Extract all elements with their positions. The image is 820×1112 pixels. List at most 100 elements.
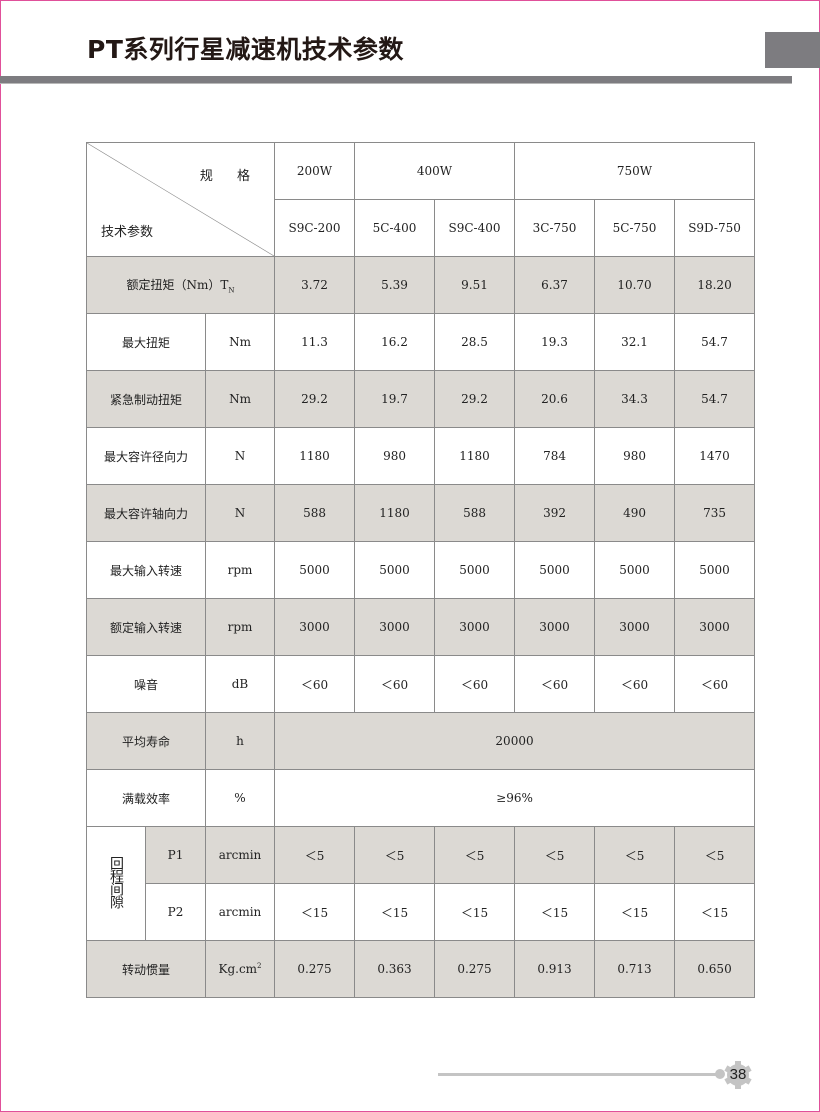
cell: 34.3 [594, 370, 676, 428]
cell: 1180 [434, 427, 516, 485]
cell: 16.2 [354, 313, 436, 371]
table-row: 最大扭矩 Nm 11.3 16.2 28.5 19.3 32.1 54.7 [86, 313, 756, 371]
unit: arcmin [204, 883, 276, 941]
cell: 490 [594, 484, 676, 542]
row-label: 紧急制动扭矩 [86, 370, 206, 428]
cell: 0.913 [514, 940, 596, 998]
diagonal-header-cell: 规 格 技术参数 [85, 142, 276, 257]
cell: 980 [354, 427, 436, 485]
cell: 3000 [434, 598, 516, 656]
unit: Kg.cm2 [204, 940, 276, 998]
cell: 5000 [594, 541, 676, 599]
section-tab-marker [765, 32, 820, 68]
model-header: S9D-750 [674, 199, 756, 257]
cell: 0.275 [274, 940, 356, 998]
model-header: 5C-400 [354, 199, 436, 257]
cell: 392 [514, 484, 596, 542]
table-row: 紧急制动扭矩 Nm 29.2 19.7 29.2 20.6 34.3 54.7 [86, 370, 756, 428]
cell: 980 [594, 427, 676, 485]
cell: ＜15 [274, 883, 356, 941]
page-number-badge: 38 [723, 1060, 753, 1090]
row-label: 最大容许轴向力 [86, 484, 206, 542]
power-750w: 750W [514, 142, 756, 200]
table-row: 最大容许轴向力 N 588 1180 588 392 490 735 [86, 484, 756, 542]
cell: 54.7 [674, 313, 756, 371]
row-label: 最大容许径向力 [86, 427, 206, 485]
unit: dB [204, 655, 276, 713]
page-title: PT系列行星减速机技术参数 [87, 35, 404, 64]
row-label: 满载效率 [86, 769, 206, 827]
cell: 32.1 [594, 313, 676, 371]
cell: 1180 [274, 427, 356, 485]
table-row: 最大容许径向力 N 1180 980 1180 784 980 1470 [86, 427, 756, 485]
model-header: S9C-200 [274, 199, 356, 257]
unit: rpm [204, 598, 276, 656]
cell: 19.3 [514, 313, 596, 371]
cell: 0.650 [674, 940, 756, 998]
cell: ＜60 [674, 655, 756, 713]
cell: 20000 [274, 712, 756, 770]
model-header: S9C-400 [434, 199, 516, 257]
cell: 54.7 [674, 370, 756, 428]
unit: N [204, 484, 276, 542]
cell: 588 [274, 484, 356, 542]
table-row: 额定输入转速 rpm 3000 3000 3000 3000 3000 3000 [86, 598, 756, 656]
power-400w: 400W [354, 142, 516, 200]
spec-table: 规 格 技术参数 200W 400W 750W S9C-200 5C-400 S9C… [85, 142, 756, 998]
backlash-label: 回程间隙 [86, 826, 146, 941]
cell: ＜15 [674, 883, 756, 941]
row-label: 最大扭矩 [86, 313, 206, 371]
unit: h [204, 712, 276, 770]
cell: 5000 [674, 541, 756, 599]
model-header: 5C-750 [594, 199, 676, 257]
unit: arcmin [204, 826, 276, 884]
table-row-inertia: 转动惯量 Kg.cm2 0.275 0.363 0.275 0.913 0.713 0.6… [86, 940, 756, 998]
unit: Nm [204, 370, 276, 428]
cell: 3000 [674, 598, 756, 656]
cell: ＜15 [354, 883, 436, 941]
cell: 784 [514, 427, 596, 485]
cell: 1470 [674, 427, 756, 485]
cell: 5000 [434, 541, 516, 599]
cell: ＜15 [434, 883, 516, 941]
cell: ＜60 [354, 655, 436, 713]
cell: ＜60 [594, 655, 676, 713]
footer-line [438, 1073, 720, 1076]
cell: 3000 [514, 598, 596, 656]
cell: ＜5 [354, 826, 436, 884]
unit: N [204, 427, 276, 485]
cell: 3000 [354, 598, 436, 656]
gear-icon [724, 1061, 752, 1089]
cell: ＜5 [514, 826, 596, 884]
cell: 3000 [594, 598, 676, 656]
cell: 19.7 [354, 370, 436, 428]
cell: 29.2 [434, 370, 516, 428]
row-label: 转动惯量 [86, 940, 206, 998]
row-label: P2 [145, 883, 206, 941]
cell: 5.39 [354, 256, 436, 314]
cell: ＜5 [274, 826, 356, 884]
cell: 11.3 [274, 313, 356, 371]
row-label: 平均寿命 [86, 712, 206, 770]
table-row-backlash-p2: P2 arcmin ＜15 ＜15 ＜15 ＜15 ＜15 ＜15 [87, 883, 756, 941]
cell: 588 [434, 484, 516, 542]
unit: Nm [204, 313, 276, 371]
cell: ＜60 [514, 655, 596, 713]
table-row-life: 平均寿命 h 20000 [86, 712, 756, 770]
table-row: 噪音 dB ＜60 ＜60 ＜60 ＜60 ＜60 ＜60 [86, 655, 756, 713]
cell: 3000 [274, 598, 356, 656]
cell: ＜15 [594, 883, 676, 941]
table-row-efficiency: 满载效率 % ≥96% [86, 769, 756, 827]
cell: ＜60 [434, 655, 516, 713]
header-rule [0, 76, 792, 84]
cell: 0.363 [354, 940, 436, 998]
cell: 0.713 [594, 940, 676, 998]
power-200w: 200W [274, 142, 356, 200]
row-label: 最大输入转速 [86, 541, 206, 599]
cell: ＜5 [674, 826, 756, 884]
cell: ＜5 [434, 826, 516, 884]
footer-dot [715, 1069, 725, 1079]
unit: rpm [204, 541, 276, 599]
cell: 5000 [274, 541, 356, 599]
spec-label: 规 格 [199, 169, 261, 184]
